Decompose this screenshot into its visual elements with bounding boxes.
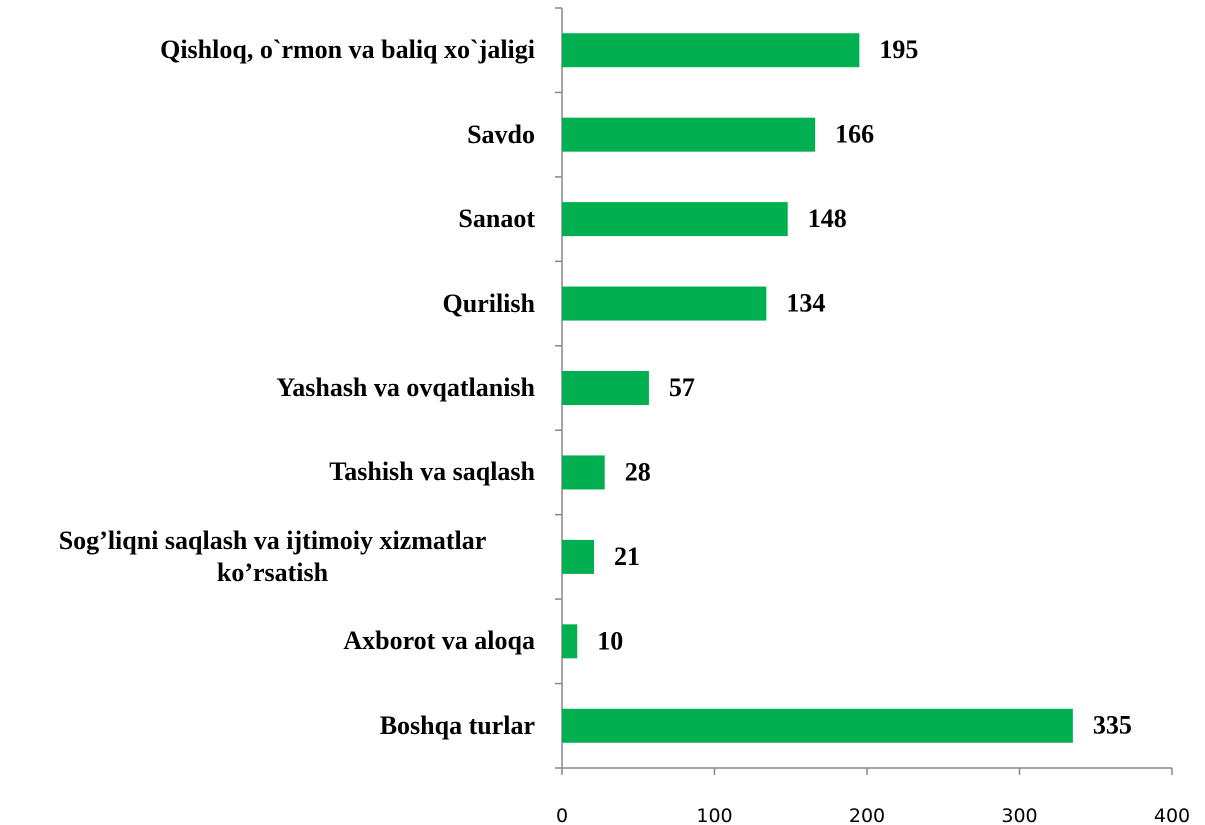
value-label: 10	[597, 626, 623, 655]
bar	[562, 371, 649, 405]
category-label: Qurilish	[10, 264, 535, 344]
category-text: Qishloq, o`rmon va baliq xo`jaligi	[160, 35, 535, 65]
value-label: 134	[786, 289, 825, 318]
bar	[562, 202, 788, 237]
bar	[562, 33, 860, 68]
category-text: Savdo	[467, 119, 535, 149]
x-tick-label: 300	[1001, 805, 1037, 825]
value-label: 148	[808, 204, 847, 233]
value-label: 166	[835, 120, 874, 149]
value-label: 21	[614, 542, 640, 571]
x-tick-label: 400	[1154, 805, 1190, 825]
bar	[562, 455, 605, 490]
category-text: Yashash va ovqatlanish	[276, 373, 535, 402]
value-label: 57	[669, 373, 695, 402]
value-label: 28	[625, 457, 651, 486]
category-text: Tashish va saqlash	[329, 457, 535, 487]
category-label: Savdo	[10, 95, 535, 175]
category-label: Qishloq, o`rmon va baliq xo`jaligi	[10, 10, 535, 90]
category-label: Sanaot	[10, 179, 535, 259]
category-label: Axborot va aloqa	[10, 601, 535, 681]
bar	[562, 539, 595, 574]
category-text: Axborot va aloqa	[343, 626, 535, 656]
bar	[562, 708, 1073, 743]
category-label: Yashash va ovqatlanish	[10, 348, 535, 428]
x-tick-label: 200	[849, 805, 885, 825]
x-tick-label: 0	[556, 805, 568, 825]
category-text: Sanaot	[458, 204, 535, 234]
category-text: Sog’liqni saqlash va ijtimoiy xizmatlar …	[58, 525, 487, 587]
category-text: Boshqa turlar	[379, 710, 535, 740]
bar	[562, 117, 816, 152]
category-label: Tashish va saqlash	[10, 432, 535, 512]
category-label: Boshqa turlar	[10, 686, 535, 766]
category-text: Qurilish	[442, 288, 535, 318]
bar	[562, 286, 767, 321]
bar	[562, 624, 578, 659]
category-label: Sog’liqni saqlash va ijtimoiy xizmatlar …	[10, 517, 535, 597]
value-label: 335	[1093, 711, 1132, 740]
x-tick-label: 100	[696, 805, 732, 825]
value-label: 195	[879, 35, 918, 64]
